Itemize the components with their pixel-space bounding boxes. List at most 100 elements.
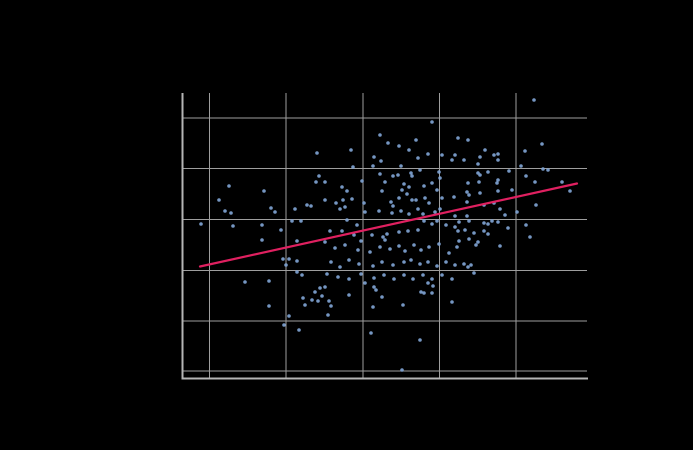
- scatter-point: [315, 151, 319, 155]
- scatter-point: [495, 181, 499, 185]
- scatter-point: [397, 196, 401, 200]
- scatter-point: [390, 211, 394, 215]
- scatter-point: [467, 237, 471, 241]
- scatter-point: [379, 159, 383, 163]
- scatter-point: [486, 232, 490, 236]
- scatter-point: [490, 219, 494, 223]
- scatter-point: [360, 179, 364, 183]
- scatter-point: [457, 239, 461, 243]
- scatter-point: [295, 270, 299, 274]
- scatter-point: [466, 138, 470, 142]
- scatter-point: [440, 153, 444, 157]
- scatter-point: [352, 233, 356, 237]
- scatter-point: [359, 239, 363, 243]
- scatter-point: [378, 133, 382, 137]
- scatter-point: [407, 148, 411, 152]
- scatter-point: [455, 245, 459, 249]
- scatter-point: [273, 210, 277, 214]
- scatter-point: [498, 207, 502, 211]
- scatter-point: [478, 191, 482, 195]
- scatter-point: [355, 223, 359, 227]
- scatter-point: [437, 170, 441, 174]
- scatter-point: [323, 240, 327, 244]
- scatter-point: [402, 260, 406, 264]
- scatter-point: [435, 188, 439, 192]
- scatter-point: [433, 210, 437, 214]
- scatter-point: [483, 148, 487, 152]
- scatter-point: [507, 169, 511, 173]
- scatter-point: [371, 164, 375, 168]
- scatter-point: [383, 238, 387, 242]
- scatter-point: [329, 304, 333, 308]
- scatter-point: [381, 235, 385, 239]
- scatter-point: [456, 229, 460, 233]
- scatter-point: [345, 189, 349, 193]
- scatter-point: [368, 250, 372, 254]
- scatter-point: [260, 223, 264, 227]
- scatter-point: [293, 207, 297, 211]
- scatter-point: [453, 225, 457, 229]
- scatter-point: [444, 223, 448, 227]
- scatter-point: [287, 314, 291, 318]
- scatter-point: [496, 189, 500, 193]
- scatter-point: [541, 167, 545, 171]
- scatter-point: [496, 220, 500, 224]
- scatter-point: [486, 222, 490, 226]
- scatter-point: [452, 195, 456, 199]
- scatter-point: [362, 201, 366, 205]
- scatter-point: [378, 172, 382, 176]
- scatter-point: [281, 257, 285, 261]
- scatter-point: [510, 188, 514, 192]
- scatter-point: [465, 200, 469, 204]
- scatter-point: [438, 176, 442, 180]
- scatter-point: [453, 153, 457, 157]
- scatter-point: [426, 260, 430, 264]
- scatter-point: [391, 263, 395, 267]
- scatter-point: [412, 243, 416, 247]
- scatter-point: [492, 153, 496, 157]
- scatter-point: [396, 173, 400, 177]
- scatter-point: [416, 228, 420, 232]
- scatter-point: [410, 198, 414, 202]
- scatter-point: [456, 136, 460, 140]
- scatter-point: [357, 262, 361, 266]
- scatter-point: [359, 272, 363, 276]
- scatter-point: [340, 185, 344, 189]
- scatter-point: [347, 293, 351, 297]
- scatter-point: [453, 263, 457, 267]
- scatter-point: [372, 276, 376, 280]
- scatter-point: [438, 207, 442, 211]
- scatter-point: [267, 279, 271, 283]
- scatter-point: [392, 277, 396, 281]
- scatter-point: [338, 207, 342, 211]
- scatter-point: [323, 285, 327, 289]
- scatter-point: [327, 299, 331, 303]
- scatter-point: [323, 180, 327, 184]
- scatter-point: [431, 284, 435, 288]
- scatter-point: [519, 164, 523, 168]
- scatter-point: [546, 168, 550, 172]
- scatter-point: [406, 229, 410, 233]
- scatter-point: [380, 189, 384, 193]
- scatter-point: [356, 248, 360, 252]
- trend-line-layer: [198, 182, 579, 268]
- scatter-point: [401, 303, 405, 307]
- scatter-point: [374, 288, 378, 292]
- scatter-point: [410, 174, 414, 178]
- axes: [181, 93, 588, 380]
- scatter-point: [297, 328, 301, 332]
- scatter-point: [568, 189, 572, 193]
- scatter-point: [427, 201, 431, 205]
- scatter-point: [316, 299, 320, 303]
- scatter-point: [227, 184, 231, 188]
- scatter-point: [318, 286, 322, 290]
- scatter-point: [323, 198, 327, 202]
- scatter-point: [478, 173, 482, 177]
- scatter-point: [300, 273, 304, 277]
- scatter-point: [320, 294, 324, 298]
- scatter-point: [440, 196, 444, 200]
- scatter-point: [430, 181, 434, 185]
- scatter-point: [295, 259, 299, 263]
- scatter-point: [419, 290, 423, 294]
